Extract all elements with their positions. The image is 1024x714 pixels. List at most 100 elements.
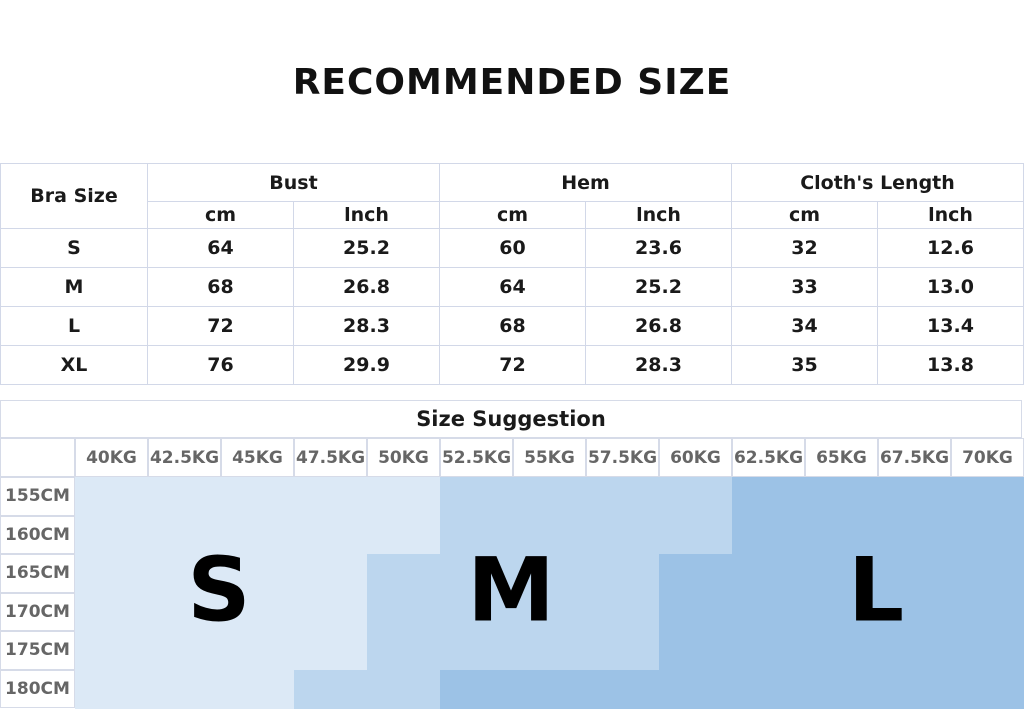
size-region-l	[878, 592, 952, 632]
measurement-cell: 25.2	[293, 228, 440, 268]
group-header-hem: Hem	[439, 163, 732, 202]
unit-header: cm	[439, 201, 586, 229]
weight-header: 42.5KG	[148, 438, 221, 477]
height-header: 180CM	[0, 669, 75, 708]
measurement-cell: 25.2	[585, 267, 732, 307]
size-region-m	[513, 477, 587, 516]
size-region-l	[513, 669, 587, 709]
measurement-cell: 60	[439, 228, 586, 268]
size-region-s	[221, 592, 295, 632]
measurement-cell: 72	[439, 345, 586, 385]
size-region-s	[367, 515, 441, 555]
size-region-s	[221, 515, 295, 555]
measurement-cell: 28.3	[293, 306, 440, 346]
size-label: L	[0, 306, 148, 346]
size-region-l	[659, 631, 733, 670]
size-region-l	[951, 592, 1024, 632]
unit-header: lnch	[877, 201, 1024, 229]
weight-header: 40KG	[75, 438, 148, 477]
size-suggestion-chart: Size Suggestion 40KG 42.5KG 45KG 47.5KG 50KG 5…	[0, 400, 1024, 709]
size-region-l	[805, 669, 879, 709]
page-title: RECOMMENDED SIZE	[292, 62, 732, 103]
weight-header: 52.5KG	[440, 438, 513, 477]
size-region-l	[732, 631, 806, 670]
weight-header: 45KG	[221, 438, 294, 477]
size-region-m	[440, 477, 514, 516]
size-region-s	[148, 515, 222, 555]
size-region-l	[659, 592, 733, 632]
size-region-l	[805, 477, 879, 516]
size-region-s	[148, 554, 222, 593]
size-region-m	[440, 592, 514, 632]
size-region-l	[805, 554, 879, 593]
height-header: 160CM	[0, 515, 75, 554]
size-region-l	[805, 592, 879, 632]
weight-header: 62.5KG	[732, 438, 805, 477]
measurement-cell: 34	[731, 306, 878, 346]
size-region-s	[148, 631, 222, 670]
size-region-s	[221, 554, 295, 593]
unit-header: cm	[731, 201, 878, 229]
size-region-m	[586, 592, 660, 632]
size-region-s	[148, 477, 222, 516]
measurement-cell: 35	[731, 345, 878, 385]
size-region-m	[367, 592, 441, 632]
height-header: 175CM	[0, 631, 75, 670]
measurement-cell: 64	[147, 228, 294, 268]
size-region-s	[294, 515, 368, 555]
size-region-s	[75, 554, 149, 593]
size-region-l	[951, 477, 1024, 516]
size-region-s	[148, 669, 222, 709]
measurement-cell: 33	[731, 267, 878, 307]
measurement-cell: 72	[147, 306, 294, 346]
size-region-l	[878, 669, 952, 709]
measurement-cell: 29.9	[293, 345, 440, 385]
size-region-s	[75, 515, 149, 555]
size-region-s	[294, 554, 368, 593]
measurement-cell: 12.6	[877, 228, 1024, 268]
size-region-m	[586, 477, 660, 516]
size-region-l	[732, 554, 806, 593]
weight-header: 70KG	[951, 438, 1024, 477]
weight-header: 67.5KG	[878, 438, 951, 477]
group-header-length: Cloth's Length	[731, 163, 1024, 202]
size-region-s	[75, 592, 149, 632]
size-region-m	[367, 669, 441, 709]
size-region-m	[294, 669, 368, 709]
size-region-m	[586, 515, 660, 555]
measurement-cell: 76	[147, 345, 294, 385]
size-region-l	[732, 515, 806, 555]
weight-header: 47.5KG	[294, 438, 367, 477]
unit-header: cm	[147, 201, 294, 229]
size-region-s	[294, 592, 368, 632]
weight-header: 60KG	[659, 438, 732, 477]
size-label: M	[0, 267, 148, 307]
size-region-l	[951, 669, 1024, 709]
size-region-m	[586, 554, 660, 593]
size-region-s	[294, 477, 368, 516]
size-region-l	[732, 477, 806, 516]
size-region-m	[586, 631, 660, 670]
size-region-s	[367, 477, 441, 516]
size-region-l	[805, 631, 879, 670]
measurement-cell: 13.0	[877, 267, 1024, 307]
measurement-cell: 13.8	[877, 345, 1024, 385]
size-region-l	[951, 515, 1024, 555]
size-region-m	[440, 515, 514, 555]
measurement-cell: 26.8	[293, 267, 440, 307]
size-region-m	[440, 554, 514, 593]
weight-header: 50KG	[367, 438, 440, 477]
size-region-m	[659, 515, 733, 555]
corner-header: Bra Size	[0, 163, 148, 229]
size-label-m: M	[467, 538, 555, 642]
size-region-m	[513, 515, 587, 555]
size-region-m	[440, 631, 514, 670]
height-header: 155CM	[0, 477, 75, 516]
measurement-cell: 68	[439, 306, 586, 346]
size-region-s	[294, 631, 368, 670]
size-label: XL	[0, 345, 148, 385]
measurement-cell: 23.6	[585, 228, 732, 268]
unit-header: lnch	[585, 201, 732, 229]
size-region-m	[367, 631, 441, 670]
size-region-l	[659, 669, 733, 709]
